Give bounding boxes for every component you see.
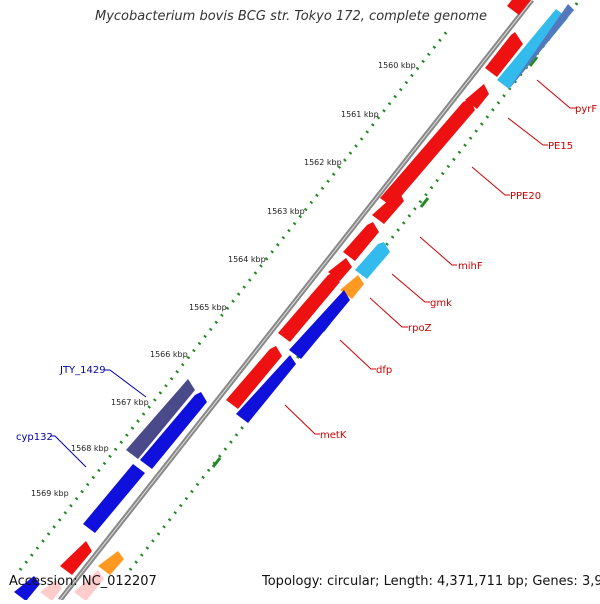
topology-value: circular; bbox=[326, 574, 380, 589]
scale-tick-mark bbox=[528, 56, 539, 67]
gene-arrow[interactable] bbox=[380, 99, 475, 207]
scale-label: 1564 kbp bbox=[228, 255, 266, 264]
scale-labels: 1560 kbp 1561 kbp 1562 kbp 1563 kbp 1564… bbox=[31, 61, 416, 498]
gene-label-rpoZ[interactable]: rpoZ bbox=[408, 323, 432, 334]
scale-tick-mark bbox=[419, 197, 430, 208]
label-leader-line bbox=[391, 273, 430, 303]
gene-arrow[interactable] bbox=[98, 551, 124, 575]
gene-arrow[interactable] bbox=[507, 0, 545, 15]
gene-arrow[interactable] bbox=[355, 242, 390, 279]
gene-label-mihF[interactable]: mihF bbox=[458, 261, 483, 272]
gene-label-dfp[interactable]: dfp bbox=[376, 365, 392, 376]
label-leader-line bbox=[507, 117, 548, 146]
gene-arrow[interactable] bbox=[60, 541, 92, 575]
label-leader-line bbox=[105, 369, 147, 398]
gene-arrow[interactable] bbox=[126, 379, 195, 459]
gene-arrow[interactable] bbox=[83, 464, 145, 533]
gene-label-metK[interactable]: metK bbox=[320, 430, 347, 441]
label-leader-line bbox=[284, 404, 320, 435]
gene-track-inner bbox=[14, 4, 574, 601]
gene-arrow[interactable] bbox=[343, 222, 379, 261]
gene-arrow[interactable] bbox=[485, 32, 523, 77]
genome-stats: Topology: circular; Length: 4,371,711 bp… bbox=[262, 574, 600, 589]
accession-value: NC_012207 bbox=[81, 574, 157, 589]
label-leader-line bbox=[50, 435, 87, 468]
scale-label: 1565 kbp bbox=[189, 303, 227, 312]
gene-label-pyrF[interactable]: pyrF bbox=[575, 104, 597, 115]
scale-label: 1560 kbp bbox=[378, 61, 416, 70]
gene-label-PPE20[interactable]: PPE20 bbox=[510, 191, 541, 202]
label-leader-line bbox=[536, 79, 576, 109]
scale-label: 1563 kbp bbox=[267, 207, 305, 216]
gene-arrow[interactable] bbox=[74, 570, 104, 601]
label-leaders-blue bbox=[50, 369, 147, 468]
gene-labels: pyrF PE15 PPE20 mihF gmk rpoZ dfp metK J… bbox=[16, 104, 597, 443]
label-leader-line bbox=[369, 297, 408, 328]
genome-title: Mycobacterium bovis BCG str. Tokyo 172, … bbox=[95, 9, 487, 24]
backbone-inner bbox=[59, 0, 533, 601]
gene-arrow[interactable] bbox=[497, 9, 568, 89]
gene-label-JTY_1429[interactable]: JTY_1429 bbox=[59, 365, 106, 376]
accession-label: Accession: bbox=[9, 574, 78, 589]
gene-label-PE15[interactable]: PE15 bbox=[548, 141, 573, 152]
gene-track-outer bbox=[40, 0, 545, 601]
scale-label: 1561 kbp bbox=[341, 110, 379, 119]
gene-arrow[interactable] bbox=[278, 272, 340, 342]
gene-label-gmk[interactable]: gmk bbox=[430, 298, 452, 309]
scale-tick-mark bbox=[211, 457, 222, 468]
gene-arrow[interactable] bbox=[140, 392, 207, 469]
genes-value: 3,993 bbox=[581, 574, 600, 589]
outer-dotted-track bbox=[18, 29, 450, 571]
gene-arrow[interactable] bbox=[289, 290, 350, 359]
accession-info: Accession: NC_012207 bbox=[9, 574, 157, 589]
scale-label: 1568 kbp bbox=[71, 444, 109, 453]
label-leaders-red bbox=[284, 79, 576, 435]
label-leader-line bbox=[339, 339, 376, 370]
topology-label: Topology: bbox=[262, 574, 323, 589]
scale-label: 1566 kbp bbox=[150, 350, 188, 359]
label-leader-line bbox=[419, 236, 457, 266]
gene-arrow[interactable] bbox=[226, 346, 282, 409]
gene-arrow[interactable] bbox=[340, 275, 364, 299]
length-value: 4,371,711 bp; bbox=[437, 574, 529, 589]
scale-label: 1567 kbp bbox=[111, 398, 149, 407]
label-leader-line bbox=[471, 166, 510, 196]
length-label: Length: bbox=[383, 574, 433, 589]
scale-label: 1562 kbp bbox=[304, 158, 342, 167]
gene-arrow[interactable] bbox=[509, 4, 574, 89]
gene-arrow[interactable] bbox=[40, 580, 62, 601]
gene-arrow[interactable] bbox=[372, 191, 404, 224]
gene-label-cyp132[interactable]: cyp132 bbox=[16, 432, 53, 443]
gene-arrow[interactable] bbox=[14, 576, 40, 601]
scale-label: 1569 kbp bbox=[31, 489, 69, 498]
genes-label: Genes: bbox=[532, 574, 578, 589]
gene-arrow[interactable] bbox=[236, 355, 296, 423]
